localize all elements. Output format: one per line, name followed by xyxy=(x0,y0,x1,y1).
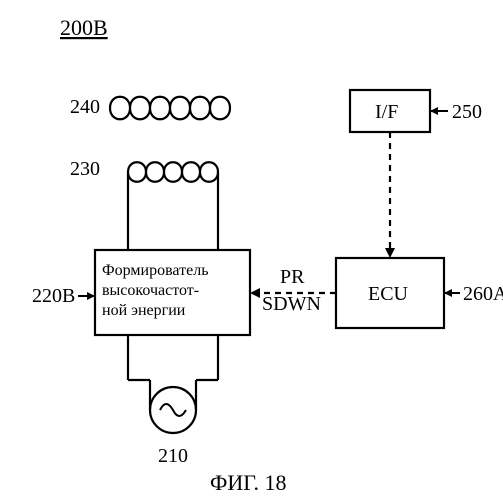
block-hf-driver: Формирователь высокочастот- ной энергии xyxy=(95,250,250,335)
block-ecu-num: 260A xyxy=(463,283,503,305)
coil-upper-label: 240 xyxy=(70,96,100,118)
coil-lower xyxy=(128,162,218,250)
block-if: I/F xyxy=(350,90,430,132)
block-hf-line2: высокочастот- xyxy=(102,282,199,299)
block-ecu-text: ECU xyxy=(368,283,409,305)
figure-caption: ФИГ. 18 xyxy=(210,470,287,495)
block-hf-num: 220B xyxy=(32,285,75,307)
block-if-leader-arrow xyxy=(430,107,438,115)
signal-pr: PR xyxy=(280,266,305,288)
block-ecu: ECU xyxy=(336,258,444,328)
signal-sdwn: SDWN xyxy=(262,293,321,315)
arrow-if-ecu xyxy=(385,132,395,258)
ac-source-label: 210 xyxy=(158,445,188,467)
ac-source xyxy=(128,335,218,433)
coil-upper xyxy=(110,97,230,120)
block-hf-leader-arrow xyxy=(87,292,95,300)
coil-lower-label: 230 xyxy=(70,158,100,180)
block-if-text: I/F xyxy=(375,101,398,123)
block-if-num: 250 xyxy=(452,101,482,123)
block-hf-line1: Формирователь xyxy=(102,262,209,279)
block-hf-line3: ной энергии xyxy=(102,302,186,319)
figure-id: 200B xyxy=(60,15,108,40)
block-ecu-leader-arrow xyxy=(444,289,452,297)
